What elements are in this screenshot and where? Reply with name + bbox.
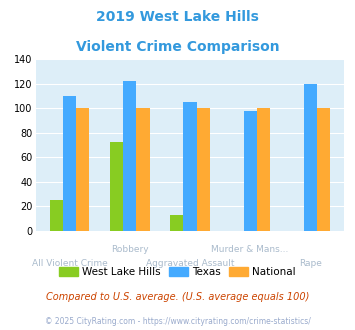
Bar <box>76 109 89 231</box>
Bar <box>123 82 136 231</box>
Bar <box>244 111 257 231</box>
Text: 2019 West Lake Hills: 2019 West Lake Hills <box>96 10 259 24</box>
Bar <box>183 102 197 231</box>
Bar <box>304 84 317 231</box>
Bar <box>317 109 330 231</box>
Text: Violent Crime Comparison: Violent Crime Comparison <box>76 40 279 53</box>
Bar <box>50 200 63 231</box>
Bar <box>136 109 149 231</box>
Bar <box>257 109 270 231</box>
Bar <box>110 142 123 231</box>
Text: Compared to U.S. average. (U.S. average equals 100): Compared to U.S. average. (U.S. average … <box>46 292 309 302</box>
Text: Aggravated Assault: Aggravated Assault <box>146 259 234 268</box>
Text: Robbery: Robbery <box>111 245 148 254</box>
Legend: West Lake Hills, Texas, National: West Lake Hills, Texas, National <box>55 263 300 281</box>
Text: Murder & Mans...: Murder & Mans... <box>212 245 289 254</box>
Bar <box>63 96 76 231</box>
Text: © 2025 CityRating.com - https://www.cityrating.com/crime-statistics/: © 2025 CityRating.com - https://www.city… <box>45 317 310 326</box>
Bar <box>170 215 183 231</box>
Text: All Violent Crime: All Violent Crime <box>32 259 107 268</box>
Bar <box>197 109 210 231</box>
Text: Rape: Rape <box>299 259 322 268</box>
